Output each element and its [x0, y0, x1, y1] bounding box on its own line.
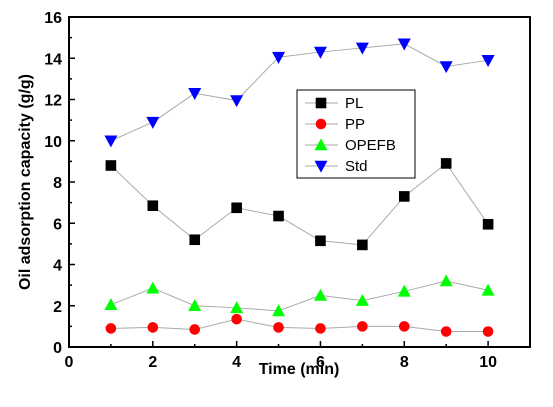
y-tick-label: 4	[53, 258, 62, 275]
data-point-pl	[273, 210, 284, 222]
axes: 0 2 4 6 8 10 0 2 4 6 8 10 12 14 16	[44, 10, 531, 371]
legend-label-pl: PL	[345, 95, 363, 112]
data-point-pp	[398, 321, 410, 332]
data-point-pl	[231, 202, 242, 214]
data-point-std	[481, 55, 495, 67]
legend-marker-std	[314, 160, 328, 173]
data-point-std	[397, 38, 411, 51]
legend-marker-pp	[315, 118, 327, 130]
series-line-std	[110, 43, 489, 142]
data-point-opefb	[355, 293, 369, 306]
data-point-pp	[273, 322, 284, 333]
data-point-pp	[440, 326, 452, 337]
data-point-pl	[315, 235, 326, 247]
y-tick-label: 0	[53, 340, 62, 357]
data-point-opefb	[146, 281, 160, 294]
x-tick-label: 4	[232, 354, 241, 371]
data-point-std	[439, 61, 453, 74]
data-point-std	[230, 95, 244, 108]
y-tick-label: 6	[53, 216, 62, 233]
data-point-pp	[147, 322, 159, 333]
data-point-opefb	[230, 301, 244, 314]
x-tick-label: 6	[316, 354, 325, 371]
legend: PL PP OPEFB Std	[296, 89, 416, 179]
data-point-pl	[440, 158, 452, 169]
data-point-opefb	[272, 304, 286, 317]
data-point-pl	[147, 200, 159, 212]
data-point-pp	[105, 323, 117, 334]
data-point-opefb	[104, 298, 118, 311]
data-point-opefb	[313, 288, 327, 301]
y-tick-label: 10	[44, 134, 62, 151]
legend-label-pp: PP	[345, 116, 365, 133]
series-markers	[104, 38, 495, 337]
x-tick-label: 0	[65, 354, 74, 371]
data-point-std	[104, 135, 118, 148]
data-point-opefb	[397, 284, 411, 297]
data-point-std	[146, 116, 160, 129]
data-point-pl	[398, 191, 410, 202]
y-tick-label: 16	[44, 10, 62, 27]
x-tick-label: 8	[400, 354, 409, 371]
legend-marker-opefb	[314, 138, 328, 151]
series-lines	[110, 43, 489, 333]
legend-label-std: Std	[345, 158, 368, 175]
plot-frame	[68, 16, 531, 348]
data-point-std	[355, 42, 369, 55]
data-point-pl	[105, 160, 117, 171]
y-tick-label: 14	[44, 51, 62, 68]
data-point-pl	[482, 218, 494, 230]
data-point-std	[272, 51, 286, 64]
legend-marker-pl	[315, 97, 327, 109]
data-point-pp	[357, 321, 368, 332]
x-tick-label: 10	[479, 354, 497, 371]
series-line-opefb	[110, 280, 489, 312]
data-point-std	[188, 88, 202, 100]
x-tick-label: 2	[148, 354, 157, 371]
data-point-pl	[189, 234, 201, 246]
y-axis-title: Oil adsorption capacity (g/g)	[17, 74, 34, 290]
data-point-opefb	[481, 283, 495, 296]
y-tick-label: 12	[44, 93, 62, 110]
series-line-pp	[110, 318, 489, 333]
data-point-std	[313, 46, 327, 59]
series-line-pl	[110, 162, 489, 246]
data-point-opefb	[439, 274, 453, 287]
x-axis-title: Time (min)	[259, 361, 340, 378]
data-point-pp	[231, 313, 242, 325]
data-point-pp	[482, 326, 494, 337]
y-tick-label: 8	[53, 175, 62, 192]
data-point-pp	[315, 323, 326, 334]
data-point-pp	[189, 324, 201, 335]
data-point-opefb	[188, 299, 202, 312]
data-point-pl	[357, 239, 368, 251]
y-tick-label: 2	[53, 299, 62, 316]
legend-label-opefb: OPEFB	[345, 137, 396, 154]
